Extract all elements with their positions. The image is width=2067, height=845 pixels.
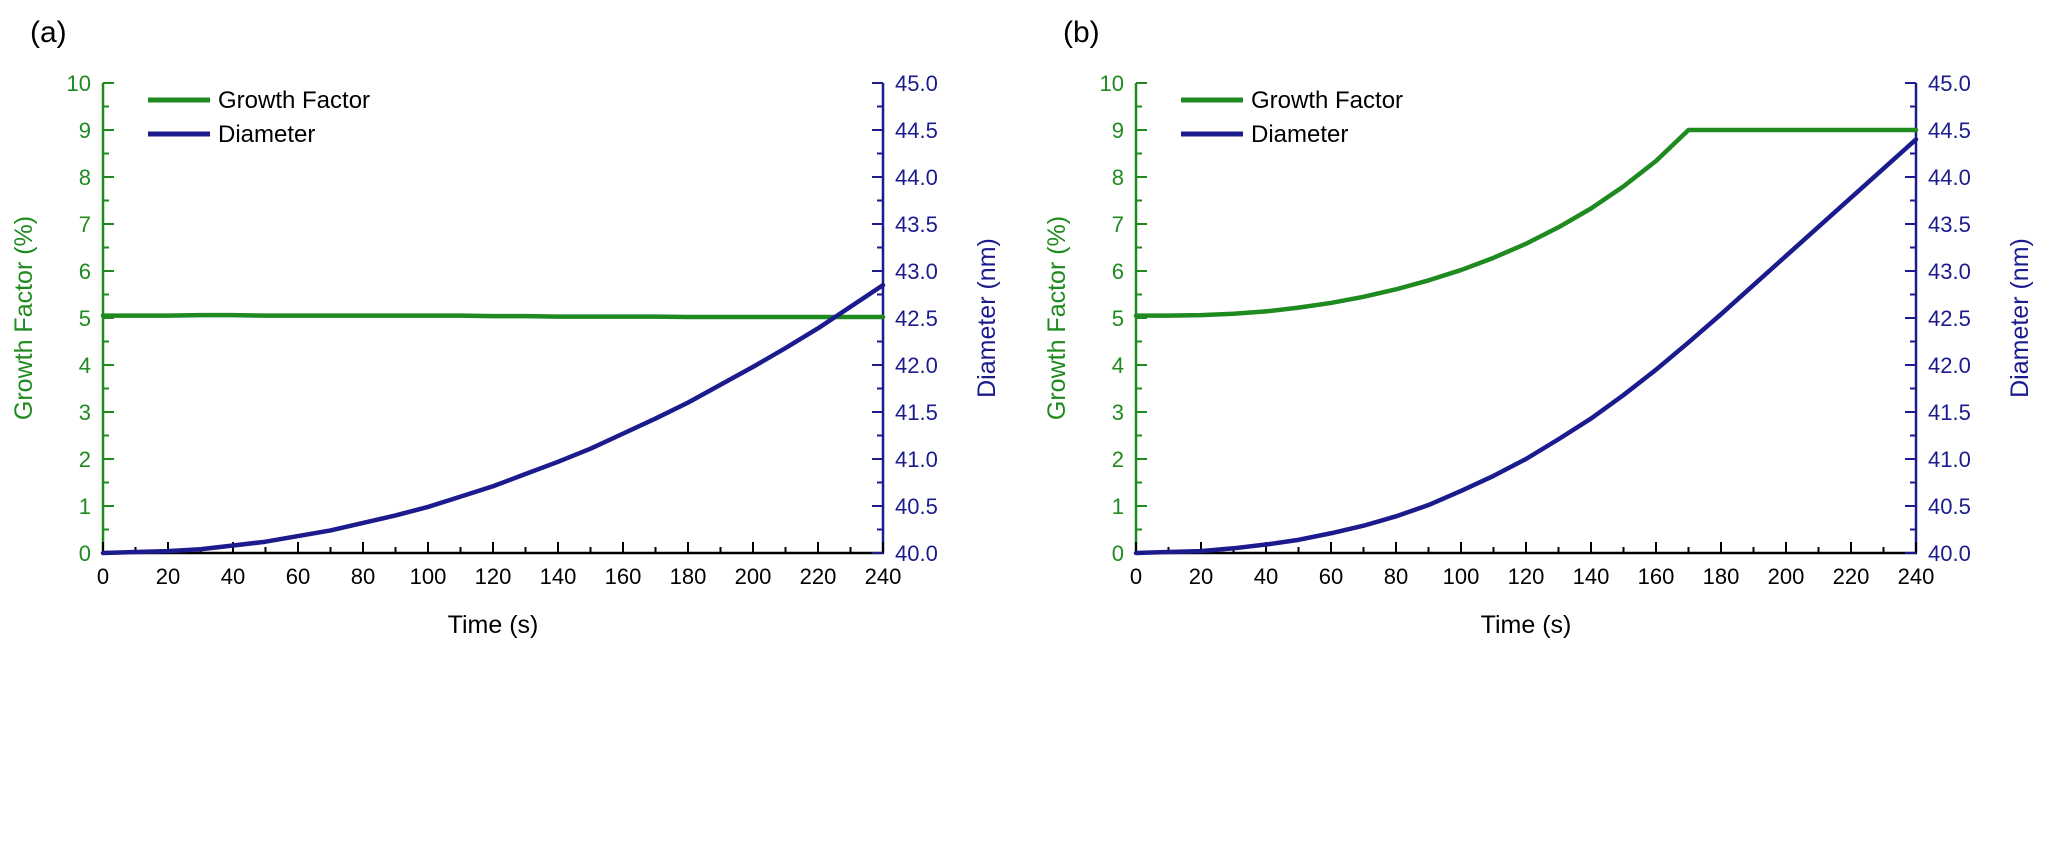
right-tick-label: 40.0 [1928, 541, 1971, 566]
right-tick-label: 40.0 [895, 541, 938, 566]
right-tick-label: 43.5 [1928, 212, 1971, 237]
left-tick-label: 4 [1112, 353, 1124, 378]
right-tick-label: 44.5 [1928, 118, 1971, 143]
right-tick-label: 43.0 [1928, 259, 1971, 284]
x-tick-label: 140 [540, 564, 577, 589]
x-tick-label: 100 [1443, 564, 1480, 589]
x-tick-label: 40 [221, 564, 245, 589]
left-tick-label: 5 [79, 306, 91, 331]
x-tick-label: 240 [1898, 564, 1935, 589]
x-tick-label: 220 [800, 564, 837, 589]
right-tick-label: 42.5 [1928, 306, 1971, 331]
left-tick-label: 9 [79, 118, 91, 143]
x-tick-label: 60 [286, 564, 310, 589]
left-tick-label: 7 [1112, 212, 1124, 237]
right-tick-label: 44.0 [1928, 165, 1971, 190]
left-tick-label: 6 [1112, 259, 1124, 284]
right-axis-title: Diameter (nm) [973, 238, 1001, 398]
legend-label-growth-factor: Growth Factor [1251, 87, 1403, 114]
right-tick-label: 41.0 [895, 447, 938, 472]
right-tick-label: 41.5 [895, 400, 938, 425]
series-line-growth-factor [100, 312, 886, 320]
right-tick-label: 40.5 [895, 494, 938, 519]
right-tick-label: 44.5 [895, 118, 938, 143]
left-tick-label: 2 [1112, 447, 1124, 472]
x-tick-label: 20 [156, 564, 180, 589]
right-tick-label: 44.0 [895, 165, 938, 190]
left-tick-label: 2 [79, 447, 91, 472]
x-tick-label: 180 [1703, 564, 1740, 589]
x-tick-label: 80 [1384, 564, 1408, 589]
x-tick-label: 240 [865, 564, 902, 589]
right-tick-label: 42.0 [1928, 353, 1971, 378]
left-tick-label: 10 [67, 71, 91, 96]
left-tick-label: 0 [79, 541, 91, 566]
x-tick-label: 120 [475, 564, 512, 589]
x-axis-title: Time (s) [1481, 611, 1572, 639]
legend-label-diameter: Diameter [1251, 121, 1348, 148]
x-tick-label: 180 [670, 564, 707, 589]
left-tick-label: 6 [79, 259, 91, 284]
left-tick-label: 7 [79, 212, 91, 237]
right-tick-label: 41.0 [1928, 447, 1971, 472]
x-tick-label: 200 [1768, 564, 1805, 589]
x-tick-label: 20 [1189, 564, 1213, 589]
panel-a: (a) 0 20 40 60 80 100 120 140 160 180 200 220 240 0 1 2 3… [0, 0, 1033, 840]
x-tick-label: 160 [605, 564, 642, 589]
left-tick-label: 1 [79, 494, 91, 519]
x-tick-label: 220 [1833, 564, 1870, 589]
left-axis-title: Growth Factor (%) [1043, 216, 1071, 420]
x-tick-label: 100 [410, 564, 447, 589]
panel-b: (b) 0 20 40 60 80 100 120 140 160 180 200 220 240 0 1 2 3… [1033, 0, 2066, 840]
x-tick-label: 120 [1508, 564, 1545, 589]
x-tick-label: 200 [735, 564, 772, 589]
right-tick-label: 42.5 [895, 306, 938, 331]
left-tick-label: 8 [79, 165, 91, 190]
x-tick-label: 60 [1319, 564, 1343, 589]
left-tick-label: 10 [1100, 71, 1124, 96]
right-tick-label: 43.5 [895, 212, 938, 237]
series-line-growth-factor [1133, 127, 1919, 318]
right-tick-label: 45.0 [1928, 71, 1971, 96]
left-tick-label: 5 [1112, 306, 1124, 331]
chart-panel-b: (b) 0 20 40 60 80 100 120 140 160 180 200 220 240 0 1 2 3… [1043, 16, 2034, 639]
x-tick-label: 80 [351, 564, 375, 589]
left-tick-label: 4 [79, 353, 91, 378]
series-line-diameter [100, 282, 886, 556]
left-tick-label: 3 [1112, 400, 1124, 425]
x-tick-label: 40 [1254, 564, 1278, 589]
panel-label: (b) [1063, 16, 1100, 49]
left-axis-title: Growth Factor (%) [10, 216, 38, 420]
chart-panel-a: (a) 0 20 40 60 80 100 120 140 160 180 200 220 240 0 1 2 3… [10, 16, 1001, 639]
legend-label-diameter: Diameter [218, 121, 315, 148]
x-axis-title: Time (s) [448, 611, 539, 639]
right-tick-label: 45.0 [895, 71, 938, 96]
legend-label-growth-factor: Growth Factor [218, 87, 370, 114]
series-line-diameter [1133, 137, 1919, 556]
panel-label: (a) [30, 16, 67, 49]
x-tick-label: 0 [1130, 564, 1142, 589]
left-tick-label: 1 [1112, 494, 1124, 519]
right-tick-label: 42.0 [895, 353, 938, 378]
right-axis-title: Diameter (nm) [2006, 238, 2034, 398]
x-tick-label: 160 [1638, 564, 1675, 589]
left-tick-label: 8 [1112, 165, 1124, 190]
left-tick-label: 9 [1112, 118, 1124, 143]
left-tick-label: 0 [1112, 541, 1124, 566]
right-tick-label: 43.0 [895, 259, 938, 284]
x-tick-label: 0 [97, 564, 109, 589]
right-tick-label: 41.5 [1928, 400, 1971, 425]
left-tick-label: 3 [79, 400, 91, 425]
x-tick-label: 140 [1573, 564, 1610, 589]
right-tick-label: 40.5 [1928, 494, 1971, 519]
